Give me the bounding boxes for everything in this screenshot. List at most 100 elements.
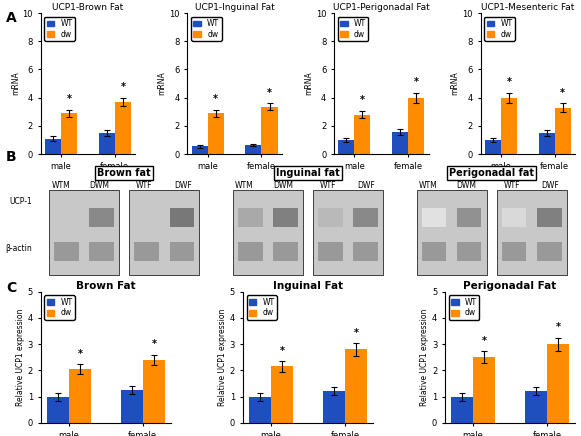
Bar xyxy=(497,190,567,276)
Text: *: * xyxy=(152,339,156,349)
Bar xyxy=(121,390,143,423)
Title: Brown Fat: Brown Fat xyxy=(76,281,136,291)
Text: WTM: WTM xyxy=(419,181,437,190)
Bar xyxy=(457,242,482,261)
Bar xyxy=(338,140,354,154)
Text: DWF: DWF xyxy=(174,181,192,190)
Bar xyxy=(273,208,297,227)
Y-axis label: mRNA: mRNA xyxy=(157,72,166,95)
Bar xyxy=(49,190,119,276)
Text: Brown fat: Brown fat xyxy=(98,168,151,178)
Bar xyxy=(502,242,526,261)
Bar xyxy=(61,113,77,154)
Bar xyxy=(129,190,199,276)
Y-axis label: Relative UCP1 expression: Relative UCP1 expression xyxy=(218,309,227,406)
Bar xyxy=(134,208,159,227)
Bar xyxy=(353,208,378,227)
Text: Inguinal fat: Inguinal fat xyxy=(276,168,340,178)
Text: B: B xyxy=(6,150,16,164)
Bar xyxy=(457,208,482,227)
Bar xyxy=(555,108,571,154)
Text: DWF: DWF xyxy=(357,181,375,190)
Bar xyxy=(539,133,555,154)
Bar xyxy=(318,242,343,261)
Text: *: * xyxy=(360,95,365,106)
Legend: WT, dw: WT, dw xyxy=(246,296,277,320)
Bar xyxy=(99,133,115,154)
Y-axis label: mRNA: mRNA xyxy=(451,72,460,95)
Y-axis label: Relative UCP1 expression: Relative UCP1 expression xyxy=(420,309,429,406)
Bar xyxy=(313,190,383,276)
Bar xyxy=(451,397,473,423)
Text: C: C xyxy=(6,281,16,295)
Bar xyxy=(238,208,263,227)
Bar xyxy=(547,344,569,423)
Bar xyxy=(392,132,408,154)
Text: *: * xyxy=(560,88,565,98)
Bar xyxy=(417,190,487,276)
Bar xyxy=(537,208,562,227)
Text: β-actin: β-actin xyxy=(6,244,33,253)
Text: DWM: DWM xyxy=(89,181,109,190)
Title: UCP1-Perigonadal Fat: UCP1-Perigonadal Fat xyxy=(333,3,429,12)
Bar xyxy=(273,242,297,261)
Bar xyxy=(54,208,79,227)
Bar xyxy=(208,113,224,154)
Bar xyxy=(485,140,501,154)
Bar xyxy=(322,392,345,423)
Text: *: * xyxy=(120,82,125,92)
Bar xyxy=(354,115,371,154)
Title: UCP1-Inguinal Fat: UCP1-Inguinal Fat xyxy=(195,3,274,12)
Bar xyxy=(271,366,293,423)
Bar xyxy=(89,242,114,261)
Bar xyxy=(134,242,159,261)
Title: UCP1-Mesenteric Fat: UCP1-Mesenteric Fat xyxy=(481,3,575,12)
Text: A: A xyxy=(6,11,17,25)
Text: *: * xyxy=(77,349,83,359)
Text: UCP-1: UCP-1 xyxy=(9,198,33,206)
Bar xyxy=(170,208,194,227)
Bar xyxy=(170,242,194,261)
Text: *: * xyxy=(67,94,71,104)
Text: *: * xyxy=(213,94,218,104)
Bar xyxy=(537,242,562,261)
Legend: WT, dw: WT, dw xyxy=(485,17,515,41)
Bar xyxy=(345,349,367,423)
Text: *: * xyxy=(279,346,285,356)
Title: Perigonadal Fat: Perigonadal Fat xyxy=(464,281,557,291)
Text: WTF: WTF xyxy=(320,181,336,190)
Text: DWM: DWM xyxy=(457,181,476,190)
Text: *: * xyxy=(267,88,272,98)
Text: *: * xyxy=(482,336,486,346)
Legend: WT, dw: WT, dw xyxy=(45,17,75,41)
Text: DWF: DWF xyxy=(541,181,559,190)
Text: *: * xyxy=(414,77,419,87)
Y-axis label: Relative UCP1 expression: Relative UCP1 expression xyxy=(16,309,25,406)
Bar xyxy=(115,102,131,154)
Bar xyxy=(46,397,69,423)
Text: *: * xyxy=(354,327,358,337)
Bar xyxy=(245,145,261,154)
Bar xyxy=(408,98,424,154)
Legend: WT, dw: WT, dw xyxy=(338,17,368,41)
Bar xyxy=(54,242,79,261)
Bar xyxy=(238,242,263,261)
Bar xyxy=(422,242,446,261)
Bar xyxy=(473,357,495,423)
Text: *: * xyxy=(507,77,512,87)
Bar xyxy=(249,397,271,423)
Bar xyxy=(502,208,526,227)
Title: UCP1-Brown Fat: UCP1-Brown Fat xyxy=(52,3,124,12)
Bar xyxy=(353,242,378,261)
Text: WTF: WTF xyxy=(136,181,152,190)
Text: WTM: WTM xyxy=(51,181,70,190)
Bar xyxy=(525,392,547,423)
Bar xyxy=(143,360,165,423)
Legend: WT, dw: WT, dw xyxy=(45,296,75,320)
Text: Perigonadal fat: Perigonadal fat xyxy=(449,168,534,178)
Bar xyxy=(422,208,446,227)
Y-axis label: mRNA: mRNA xyxy=(304,72,313,95)
Bar xyxy=(69,369,91,423)
Title: Inguinal Fat: Inguinal Fat xyxy=(273,281,343,291)
Bar xyxy=(501,98,517,154)
